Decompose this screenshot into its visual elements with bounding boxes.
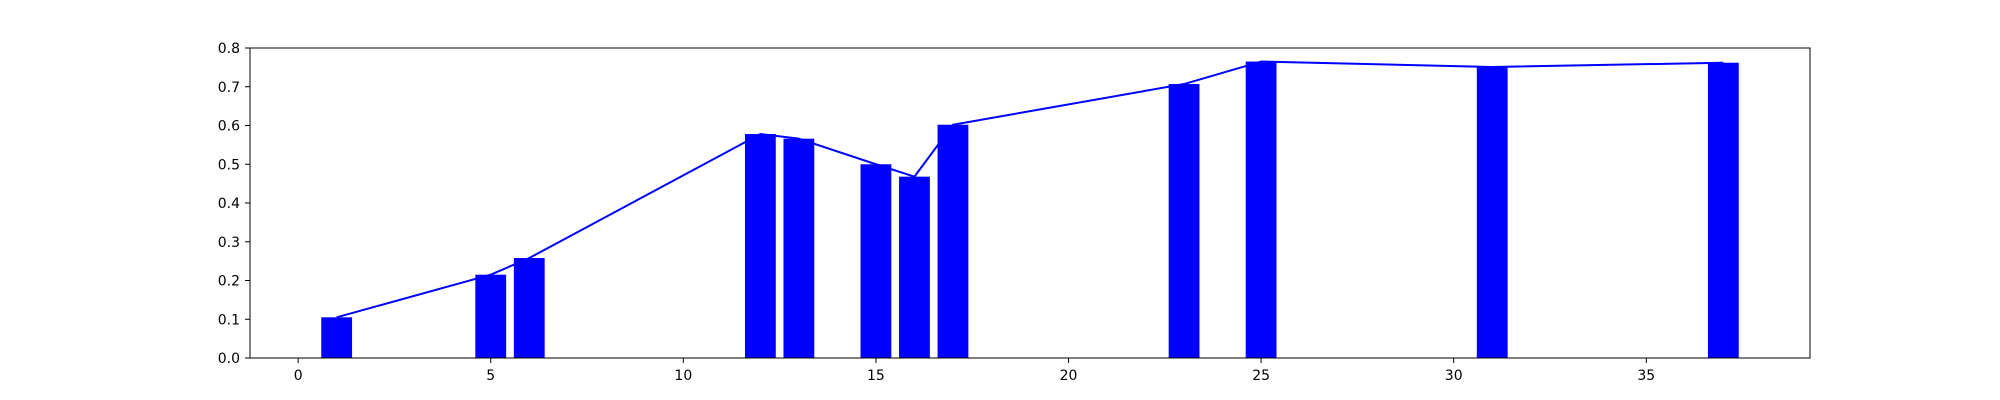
- bar: [937, 124, 969, 358]
- x-tick-label: 35: [1637, 368, 1655, 384]
- y-tick-label: 0.3: [218, 235, 240, 251]
- x-tick-label: 0: [294, 368, 303, 384]
- y-tick-label: 0.5: [218, 157, 240, 173]
- bar: [321, 317, 353, 358]
- bars-layer: [321, 61, 1739, 359]
- bar: [513, 258, 545, 358]
- bar: [1707, 62, 1739, 358]
- y-tick-label: 0.0: [218, 351, 240, 367]
- bar: [860, 164, 892, 358]
- y-tick-label: 0.8: [218, 41, 240, 57]
- y-tick-label: 0.1: [218, 312, 240, 328]
- x-tick-label: 30: [1445, 368, 1463, 384]
- y-tick-label: 0.2: [218, 274, 240, 290]
- series-line: [336, 60, 1724, 319]
- bar: [1245, 61, 1277, 359]
- bar: [1168, 84, 1200, 358]
- bar: [744, 134, 776, 358]
- x-tick-label: 10: [674, 368, 692, 384]
- bar: [1476, 66, 1508, 359]
- y-tick-label: 0.7: [218, 80, 240, 96]
- x-tick-label: 15: [867, 368, 885, 384]
- x-tick-label: 20: [1060, 368, 1078, 384]
- y-tick-label: 0.4: [218, 196, 240, 212]
- line-layer: [336, 60, 1724, 319]
- y-tick-label: 0.6: [218, 119, 240, 135]
- bar: [899, 176, 930, 358]
- bar: [783, 138, 815, 358]
- bar: [475, 274, 507, 358]
- x-tick-label: 5: [486, 368, 495, 384]
- ticks-layer: 0 5 10 15 20 25 30 35 0.0 0.1 0.2 0.3 0.4 0.5 0.6 0.7 0.…: [218, 41, 1655, 384]
- x-tick-label: 25: [1252, 368, 1270, 384]
